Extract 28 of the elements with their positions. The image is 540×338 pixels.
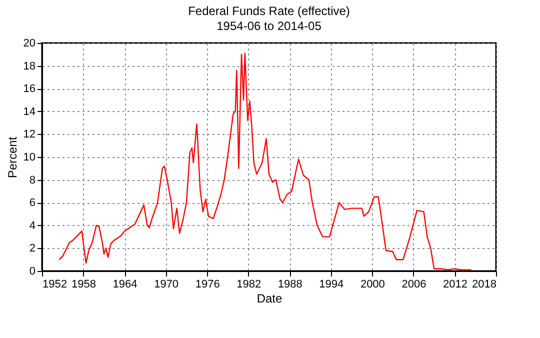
y-tick-label: 14	[23, 106, 36, 118]
x-axis-title: Date	[256, 292, 282, 306]
x-tick-label: 2012	[442, 278, 468, 290]
y-tick-label: 12	[23, 128, 36, 141]
y-tick-label: 18	[23, 60, 36, 72]
y-tick-label: 20	[23, 38, 36, 50]
line-series	[58, 52, 472, 270]
y-tick-label: 6	[29, 197, 36, 210]
y-tick-label: 16	[23, 83, 36, 96]
y-tick-label: 4	[29, 220, 36, 232]
y-tick-label: 2	[29, 242, 36, 255]
x-tick-label: 1952	[42, 278, 67, 290]
x-tick-label: 1970	[154, 278, 179, 290]
y-axis-title: Percent	[5, 136, 20, 178]
x-tick-label: 2000	[360, 278, 385, 290]
x-tick-label: 2018	[472, 278, 496, 290]
y-tick-label: 8	[29, 174, 36, 186]
x-tick-label: 1964	[112, 278, 138, 290]
x-tick-label: 1976	[195, 278, 220, 290]
y-tick-label: 0	[29, 266, 36, 278]
x-tick-label: 1958	[72, 278, 96, 290]
x-tick-label: 2006	[402, 278, 426, 290]
x-tick-label: 1994	[319, 278, 344, 290]
chart-subtitle: 1954-06 to 2014-05	[216, 19, 322, 33]
x-tick-label: 1988	[278, 278, 302, 290]
y-tick-label: 10	[23, 152, 36, 164]
chart-title: Federal Funds Rate (effective)	[188, 4, 350, 18]
x-tick-label: 1982	[236, 278, 262, 290]
